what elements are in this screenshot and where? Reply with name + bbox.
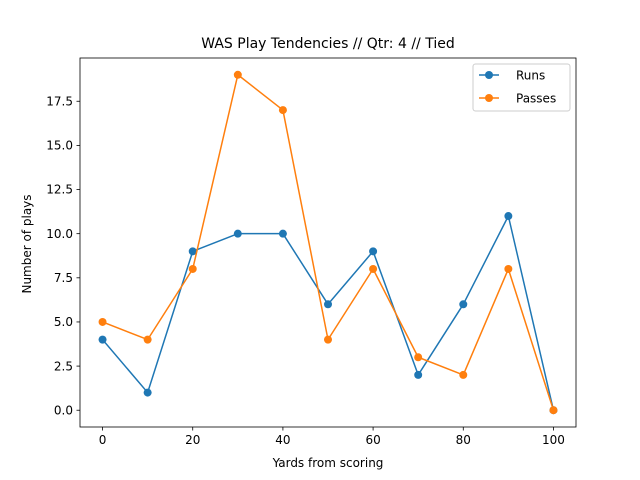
data-point-runs [414, 370, 423, 379]
legend-label-runs: Runs [516, 68, 545, 82]
legend-label-passes: Passes [516, 91, 556, 105]
data-point-passes [188, 264, 197, 273]
data-point-runs [233, 229, 242, 238]
x-tick-label: 80 [456, 433, 471, 447]
y-tick-label: 10.0 [46, 227, 73, 241]
legend: Runs Passes [472, 63, 571, 112]
data-point-runs [98, 335, 107, 344]
axes-frame [79, 57, 577, 428]
data-point-passes [233, 70, 242, 79]
data-point-runs [324, 300, 332, 309]
data-point-passes [459, 370, 468, 379]
data-point-passes [549, 406, 558, 415]
data-point-passes [98, 317, 107, 326]
x-tick-label: 0 [99, 433, 107, 447]
data-point-runs [459, 300, 468, 309]
data-point-runs [188, 247, 197, 256]
data-point-passes [414, 353, 423, 362]
x-tick-label: 40 [275, 433, 290, 447]
chart-title: WAS Play Tendencies // Qtr: 4 // Tied [201, 36, 454, 52]
legend-marker-passes [485, 94, 493, 102]
y-tick-label: 12.5 [46, 183, 73, 197]
data-point-runs [369, 247, 378, 256]
y-tick-label: 2.5 [54, 359, 73, 373]
x-tick-label: 60 [365, 433, 380, 447]
plot-area: 0 20 40 60 80 100 0.0 2.5 5.0 7.5 10.0 12.5 15.0 17.5 [46, 57, 577, 447]
y-tick-label: 7.5 [54, 271, 73, 285]
data-point-runs [504, 212, 513, 221]
legend-marker-runs [485, 71, 493, 79]
x-tick-label: 100 [542, 433, 565, 447]
y-tick-label: 0.0 [54, 403, 73, 417]
data-point-runs [143, 388, 152, 397]
y-axis-label: Number of plays [20, 194, 34, 293]
y-tick-label: 17.5 [46, 94, 73, 108]
data-point-passes [369, 264, 378, 273]
x-axis-label: Yards from scoring [272, 456, 384, 470]
data-point-passes [504, 264, 513, 273]
y-tick-label: 5.0 [54, 315, 73, 329]
data-point-passes [143, 335, 152, 344]
x-tick-label: 20 [185, 433, 200, 447]
data-point-passes [278, 106, 287, 115]
data-point-passes [324, 335, 332, 344]
data-point-runs [278, 229, 287, 238]
y-tick-label: 15.0 [46, 139, 73, 153]
